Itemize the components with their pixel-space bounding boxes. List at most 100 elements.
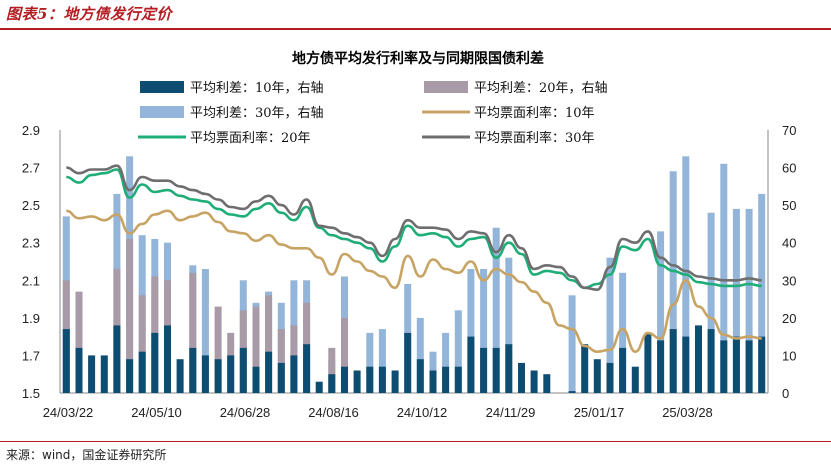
left-tick-label: 2.1 — [22, 273, 40, 288]
x-tick-label: 25/01/17 — [574, 405, 625, 420]
bar-30y — [619, 272, 627, 393]
left-tick-label: 2.3 — [22, 236, 40, 251]
x-tick-label: 24/05/10 — [131, 405, 182, 420]
bar-20y — [252, 306, 260, 393]
bar-10y — [530, 370, 538, 393]
legend-label: 平均票面利率：20年 — [190, 130, 311, 146]
legend-label: 平均利差：20年，右轴 — [474, 81, 608, 96]
line-10y — [66, 209, 762, 353]
bar-10y — [480, 347, 488, 393]
bar-10y — [568, 391, 576, 393]
bar-10y — [88, 355, 96, 393]
left-tick-label: 2.9 — [22, 123, 40, 138]
bar-10y — [467, 336, 475, 393]
legend-label: 平均票面利率：30年 — [474, 130, 595, 146]
figure-title: 图表5：地方债发行定价 — [6, 5, 172, 23]
bar-20y — [126, 239, 134, 393]
bar-20y — [265, 295, 273, 393]
bar-10y — [720, 340, 728, 393]
bar-10y — [442, 366, 450, 393]
right-tick-label: 30 — [782, 273, 796, 288]
bar-20y — [328, 347, 336, 393]
legend-swatch — [424, 81, 468, 93]
bar-10y — [189, 347, 197, 393]
bar-20y — [189, 272, 197, 393]
bar-10y — [492, 347, 500, 393]
bar-10y — [745, 340, 753, 393]
x-tick-label: 25/03/28 — [662, 405, 713, 420]
bar-10y — [227, 355, 235, 393]
bar-30y — [732, 208, 740, 393]
bar-20y — [75, 291, 83, 393]
bar-30y — [606, 257, 614, 393]
bar-30y — [720, 163, 728, 393]
legend-label: 平均利差：10年，右轴 — [190, 81, 324, 96]
right-tick-label: 60 — [782, 161, 796, 176]
x-tick-label: 24/03/22 — [43, 405, 94, 420]
bar-30y — [416, 317, 424, 393]
chart-title: 地方债平均发行利率及与同期限国债利差 — [292, 50, 544, 67]
chart-svg: 地方债平均发行利率及与同期限国债利差 平均利差：10年，右轴 平均利差：20年，右… — [22, 50, 797, 420]
bar-10y — [353, 370, 361, 393]
x-tick-label: 24/11/29 — [486, 405, 536, 420]
legend-swatch — [140, 106, 184, 118]
bar-10y — [695, 325, 702, 393]
footer-rule — [0, 441, 831, 442]
bar-10y — [404, 332, 412, 393]
bar-10y — [113, 325, 121, 393]
bar-20y — [277, 329, 285, 393]
bar-10y — [378, 366, 386, 393]
left-tick-label: 2.7 — [22, 161, 40, 176]
line-30y — [66, 164, 762, 291]
bar-30y — [505, 257, 513, 393]
left-tick-label: 1.7 — [22, 348, 40, 363]
bar-10y — [707, 329, 715, 393]
bar-30y — [758, 193, 766, 393]
bar-30y — [657, 231, 665, 393]
bar-10y — [366, 366, 374, 393]
bar-10y — [669, 329, 677, 393]
right-tick-label: 50 — [782, 198, 796, 213]
bar-10y — [593, 359, 601, 393]
title-rule — [0, 28, 831, 30]
x-tick-label: 24/06/28 — [220, 405, 271, 420]
bar-10y — [277, 362, 285, 393]
bar-30y — [454, 310, 462, 393]
right-tick-label: 10 — [782, 348, 796, 363]
legend-label: 平均利差：30年，右轴 — [190, 106, 324, 121]
bar-10y — [252, 366, 260, 393]
bar-10y — [239, 347, 247, 393]
left-tick-label: 1.5 — [22, 386, 40, 401]
bar-10y — [290, 355, 298, 393]
bar-10y — [619, 347, 627, 393]
bar-30y — [467, 269, 475, 393]
bar-10y — [644, 332, 652, 393]
chart-axes: 2.9 2.7 2.5 2.3 2.1 1.9 1.7 1.5 70 60 50 40 30 20 10 0 2… — [22, 123, 797, 420]
right-tick-label: 70 — [782, 123, 796, 138]
bar-10y — [176, 359, 184, 393]
bar-10y — [505, 344, 513, 393]
bar-30y — [492, 227, 500, 393]
chart-lines — [66, 164, 762, 353]
bar-10y — [315, 381, 323, 393]
bar-10y — [214, 359, 222, 393]
bar-20y — [341, 317, 348, 393]
bar-10y — [682, 336, 690, 393]
bar-10y — [454, 366, 462, 393]
bar-10y — [328, 374, 336, 393]
left-tick-label: 2.5 — [22, 198, 40, 213]
bar-30y — [442, 332, 450, 393]
right-tick-label: 20 — [782, 311, 796, 326]
bar-10y — [581, 344, 589, 393]
bar-10y — [201, 355, 209, 393]
bar-10y — [151, 332, 159, 393]
source-note: 来源：wind，国金证券研究所 — [6, 448, 167, 462]
bar-10y — [732, 336, 740, 393]
bar-10y — [265, 351, 273, 393]
bar-10y — [303, 344, 311, 393]
bar-10y — [62, 329, 70, 393]
bar-10y — [758, 336, 766, 393]
bar-30y — [568, 295, 576, 393]
right-tick-label: 40 — [782, 236, 796, 251]
